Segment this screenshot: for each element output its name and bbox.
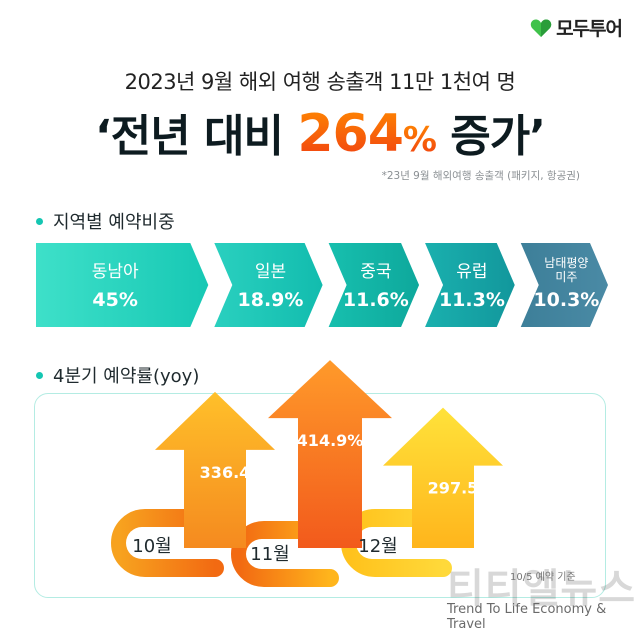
region-bar-0: [36, 243, 209, 327]
region-bar-2: [328, 243, 420, 327]
q4-arrow-0: [155, 391, 275, 548]
region-bar-3: [425, 243, 515, 327]
q4-month-label: 10월: [132, 536, 171, 557]
region-value-label: 45%: [92, 289, 137, 311]
title-percent: %: [402, 120, 437, 160]
heart-logo-icon: [530, 18, 552, 37]
q4-month-pill-0: [126, 527, 201, 559]
title-number: 264: [297, 104, 404, 164]
title-left: 전년 대비: [110, 111, 298, 162]
basis-note: 10/5 예약 기준: [510, 572, 576, 583]
region-category-label: 중국: [360, 262, 391, 282]
region-category-label: 일본: [255, 262, 286, 282]
brand-logo: 모두투어: [530, 14, 623, 41]
region-section-title: 지역별 예약비중: [53, 212, 175, 233]
region-value-label: 18.9%: [238, 289, 304, 311]
headline: 2023년 9월 해외 여행 송출객 11만 1천여 명: [124, 70, 516, 94]
region-category-label: 유럽: [456, 262, 487, 282]
brand-name: 모두투어: [556, 18, 623, 40]
region-category-label: 미주: [555, 270, 577, 284]
region-section-heading: 지역별 예약비중: [36, 208, 175, 234]
q4-value-label: 336.4%: [200, 463, 267, 482]
region-category-label: 남태평양: [544, 256, 588, 270]
title-open-quote: ‘: [95, 111, 112, 162]
region-value-label: 11.3%: [439, 289, 505, 311]
region-bar-4: [520, 243, 608, 327]
q4-section-heading: 4분기 예약률(yoy): [36, 362, 199, 388]
watermark-english: Trend To Life Economy & Travel: [447, 602, 607, 632]
q4-month-label: 11월: [250, 544, 289, 565]
title-close-quote: ’: [529, 111, 546, 162]
watermark-korean: 티티엘뉴스: [447, 566, 636, 612]
q4-month-label: 12월: [358, 536, 397, 557]
q4-growth-chart: 336.4% 414.9% 297.5% 10월 11월 12월: [111, 360, 503, 587]
q4-value-label: 414.9%: [297, 431, 364, 450]
q4-loop-0: [111, 509, 224, 577]
q4-loop-1: [231, 521, 339, 587]
q4-value-label: 297.5%: [428, 479, 495, 498]
region-value-label: 10.3%: [533, 289, 599, 311]
title-right: 증가: [435, 111, 530, 162]
bullet-dot-icon: [36, 217, 43, 225]
page-title: ‘전년 대비 264% 증가’: [0, 100, 640, 164]
q4-month-pill-2: [356, 527, 429, 559]
footnote: *23년 9월 해외여행 송출객 (패키지, 항공권): [381, 170, 580, 182]
bullet-dot-icon: [36, 371, 43, 379]
region-category-label: 동남아: [92, 262, 139, 282]
q4-section-title: 4분기 예약률(yoy): [53, 366, 200, 387]
q4-arrow-1: [268, 360, 392, 548]
region-bar-1: [214, 243, 323, 327]
region-value-label: 11.6%: [343, 289, 409, 311]
q4-arrow-2: [383, 407, 503, 548]
